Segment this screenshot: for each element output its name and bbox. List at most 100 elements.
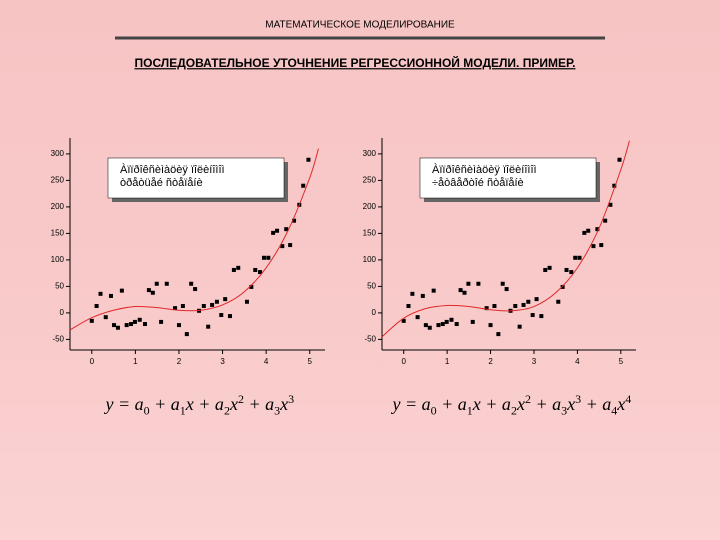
data-point [599,243,604,248]
y-tick-label: 250 [363,176,377,185]
data-point [137,317,142,322]
data-point [492,304,497,309]
data-point [115,325,120,330]
fit-curve [381,140,630,338]
slide-subtitle: ПОСЛЕДОВАТЕЛЬНОЕ УТОЧНЕНИЕ РЕГРЕССИОННОЙ… [134,55,575,70]
formula-part: 3 [575,392,582,406]
data-point [244,299,249,304]
data-point [401,318,406,323]
formula-part: x [516,394,525,414]
data-point [454,322,459,327]
data-point [427,325,432,330]
data-point [612,183,617,188]
data-point [500,281,505,286]
fit-curve [69,148,319,331]
data-point [146,288,151,293]
data-point [595,227,600,232]
data-point [132,319,137,324]
legend-text: òðåòüåé ñòåïåíè [120,177,203,189]
data-point [301,183,306,188]
formula-part: 4 [611,403,618,418]
data-point [603,218,608,223]
data-point [513,304,518,309]
y-tick-label: 300 [51,149,65,158]
data-point [280,244,285,249]
data-point [258,270,263,275]
formula-part: 2 [510,403,517,418]
formula-part: x [617,394,626,414]
data-point [210,302,215,307]
data-point [582,230,587,235]
x-tick-label: 5 [308,357,313,366]
data-point [261,255,266,260]
y-tick-label: -50 [364,335,376,344]
y-tick-label: 50 [367,282,376,291]
slide-title: МАТЕМАТИЧЕСКОЕ МОДЕЛИРОВАНИЕ [265,20,455,31]
data-point [214,299,219,304]
data-point [573,255,578,260]
formula-part: 2 [223,403,230,418]
y-tick-label: 100 [51,255,65,264]
x-tick-label: 2 [177,357,182,366]
data-point [526,299,531,304]
data-point [284,227,289,232]
data-point [476,281,481,286]
legend-text: ÷åòâåðòîé ñòåïåíè [432,177,524,189]
data-point [534,297,539,302]
data-point [189,281,194,286]
formula-part: + a [149,394,180,414]
data-point [164,281,169,286]
data-point [444,319,449,324]
data-point [288,243,293,248]
data-point [406,304,411,309]
x-tick-label: 3 [220,357,225,366]
formula-part: 2 [524,392,531,406]
y-tick-label: -50 [52,335,64,344]
y-tick-label: 150 [363,229,377,238]
formula-part: 0 [143,403,150,418]
data-point [564,267,569,272]
formula-part: x [229,394,238,414]
x-tick-label: 0 [90,357,95,366]
formula-part: x + a [472,394,511,414]
formula-part: 3 [288,392,295,406]
data-point [108,293,113,298]
formula-part: x + a [185,394,224,414]
data-point [206,324,211,329]
formula-part: + a [436,394,467,414]
data-point [266,255,271,260]
data-point [586,228,591,233]
formula-part: y = a [105,394,144,414]
data-point [173,306,178,311]
formula-part: + a [530,394,562,414]
formula-part: 2 [237,392,244,406]
data-point [98,291,103,296]
data-point [617,157,622,162]
formula-part: 0 [430,403,437,418]
data-point [306,157,311,162]
data-point [129,322,134,327]
data-point [569,270,574,275]
y-tick-label: 200 [363,202,377,211]
data-point [591,244,596,249]
data-point [236,265,241,270]
x-tick-label: 4 [575,357,580,366]
data-point [484,306,489,311]
data-point [530,313,535,318]
data-point [112,323,117,328]
formula-part: x [280,394,289,414]
data-point [608,202,613,207]
data-point [94,304,99,309]
x-tick-label: 2 [488,357,493,366]
data-point [496,332,501,337]
legend-text: Àïïðîêñèìàöèÿ ïîëèíîìîì [120,163,225,176]
data-point [420,293,425,298]
data-point [436,323,441,328]
data-point [410,291,415,296]
legend-box [107,157,285,199]
x-tick-label: 4 [264,357,269,366]
formula-part: 1 [179,403,186,418]
y-tick-label: 300 [363,149,377,158]
data-point [292,218,297,223]
data-point [504,287,509,292]
